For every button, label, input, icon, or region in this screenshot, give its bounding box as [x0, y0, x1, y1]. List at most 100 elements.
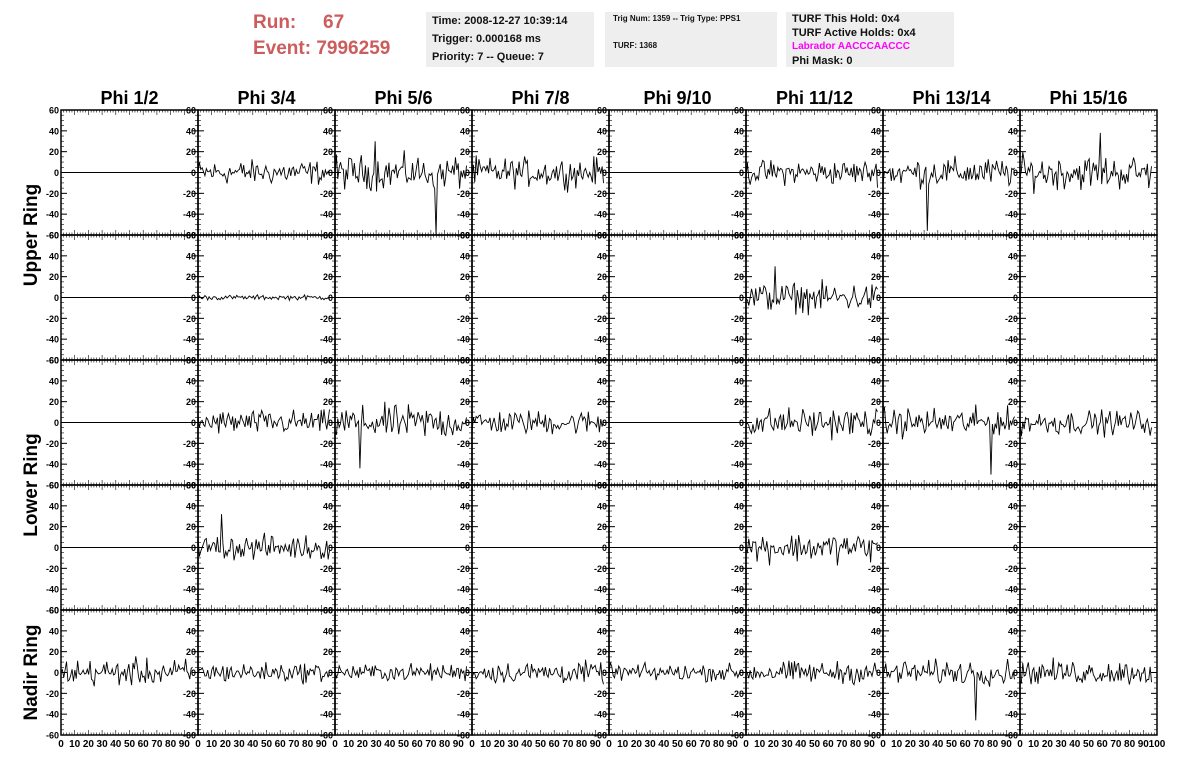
- y-tick-label: -40: [46, 335, 59, 345]
- y-tick-label: 60: [734, 356, 744, 366]
- y-tick-label: -20: [868, 189, 881, 199]
- waveform-panel: [883, 235, 1020, 360]
- waveform-panel: [1020, 235, 1157, 360]
- waveform-panel: [1020, 110, 1157, 235]
- y-tick-label: -20: [183, 189, 196, 199]
- y-tick-label: 60: [460, 481, 470, 491]
- y-tick-label: -20: [457, 189, 470, 199]
- y-tick-label: -20: [457, 564, 470, 574]
- y-tick-label: 40: [49, 251, 59, 261]
- panel-frame: [198, 110, 335, 235]
- y-tick-label: -20: [183, 439, 196, 449]
- waveform-panel: [472, 235, 609, 360]
- y-tick-label: -20: [731, 439, 744, 449]
- waveform-trace: [198, 295, 330, 300]
- y-tick-label: 40: [871, 251, 881, 261]
- y-tick-label: -20: [457, 439, 470, 449]
- y-tick-label: 20: [186, 397, 196, 407]
- y-tick-label: 0: [876, 293, 881, 303]
- y-tick-label: 0: [328, 293, 333, 303]
- y-tick-label: 60: [871, 106, 881, 116]
- y-tick-label: -40: [183, 460, 196, 470]
- y-tick-label: 40: [597, 376, 607, 386]
- y-tick-label: 60: [186, 106, 196, 116]
- panel-frame: [746, 110, 883, 235]
- waveform-panel: [472, 110, 609, 235]
- y-tick-label: 60: [597, 106, 607, 116]
- y-tick-label: -40: [457, 585, 470, 595]
- y-tick-label: 20: [186, 522, 196, 532]
- y-tick-label: 60: [49, 231, 59, 241]
- waveform-panel: [61, 485, 198, 610]
- waveform-panel: [335, 485, 472, 610]
- y-tick-label: 40: [186, 376, 196, 386]
- y-tick-label: 0: [602, 418, 607, 428]
- y-tick-label: 20: [1008, 397, 1018, 407]
- waveform-panel: [335, 110, 472, 235]
- y-tick-label: 60: [1008, 231, 1018, 241]
- y-tick-label: 60: [49, 481, 59, 491]
- y-tick-label: 0: [328, 168, 333, 178]
- waveform-trace: [335, 141, 467, 235]
- y-tick-label: 0: [54, 168, 59, 178]
- y-tick-label: 40: [49, 126, 59, 136]
- y-tick-label: -40: [320, 460, 333, 470]
- column-header: Phi 7/8: [511, 88, 569, 108]
- y-tick-label: -40: [320, 210, 333, 220]
- row-group-label: Nadir Ring: [21, 624, 42, 720]
- y-tick-label: 60: [323, 231, 333, 241]
- panel-frame: [472, 110, 609, 235]
- y-tick-label: -40: [731, 460, 744, 470]
- y-tick-label: 0: [465, 543, 470, 553]
- y-tick-label: 20: [597, 397, 607, 407]
- waveform-trace: [198, 159, 330, 184]
- y-tick-label: -20: [1005, 314, 1018, 324]
- y-tick-label: 0: [191, 293, 196, 303]
- y-tick-label: -20: [594, 439, 607, 449]
- y-tick-label: 0: [465, 168, 470, 178]
- y-tick-label: 40: [323, 501, 333, 511]
- y-tick-label: 60: [1008, 106, 1018, 116]
- y-tick-label: -20: [1005, 189, 1018, 199]
- waveform-panel: [61, 360, 198, 485]
- y-tick-label: 20: [460, 147, 470, 157]
- y-tick-label: -40: [594, 335, 607, 345]
- y-tick-label: 20: [186, 147, 196, 157]
- y-tick-label: 60: [186, 231, 196, 241]
- y-tick-label: 40: [1008, 251, 1018, 261]
- waveform-panel: [746, 360, 883, 485]
- y-tick-label: -20: [320, 314, 333, 324]
- y-tick-label: -40: [46, 460, 59, 470]
- y-tick-label: 20: [1008, 272, 1018, 282]
- y-tick-label: 40: [323, 376, 333, 386]
- column-header: Phi 9/10: [643, 88, 711, 108]
- y-tick-label: 60: [460, 356, 470, 366]
- waveform-panel: [746, 235, 883, 360]
- y-tick-label: -20: [594, 189, 607, 199]
- y-tick-label: 40: [460, 251, 470, 261]
- column-header: Phi 13/14: [912, 88, 990, 108]
- y-tick-label: -20: [46, 314, 59, 324]
- y-tick-label: 0: [191, 418, 196, 428]
- y-tick-label: 0: [328, 543, 333, 553]
- y-tick-label: 0: [739, 293, 744, 303]
- waveform-panel: [609, 235, 746, 360]
- waveform-panel: [609, 485, 746, 610]
- y-tick-label: -40: [1005, 210, 1018, 220]
- y-tick-label: 0: [1013, 418, 1018, 428]
- waveform-panel: [472, 485, 609, 610]
- waveform-trace: [472, 155, 604, 192]
- y-tick-label: -40: [868, 460, 881, 470]
- y-tick-label: -20: [46, 564, 59, 574]
- y-tick-label: 0: [602, 293, 607, 303]
- y-tick-label: 0: [465, 293, 470, 303]
- y-tick-label: 20: [49, 397, 59, 407]
- y-tick-label: 0: [602, 168, 607, 178]
- y-tick-label: -20: [594, 314, 607, 324]
- waveform-panel: [609, 110, 746, 235]
- column-header: Phi 15/16: [1049, 88, 1127, 108]
- y-tick-label: -20: [1005, 439, 1018, 449]
- waveform-panel: [198, 485, 335, 610]
